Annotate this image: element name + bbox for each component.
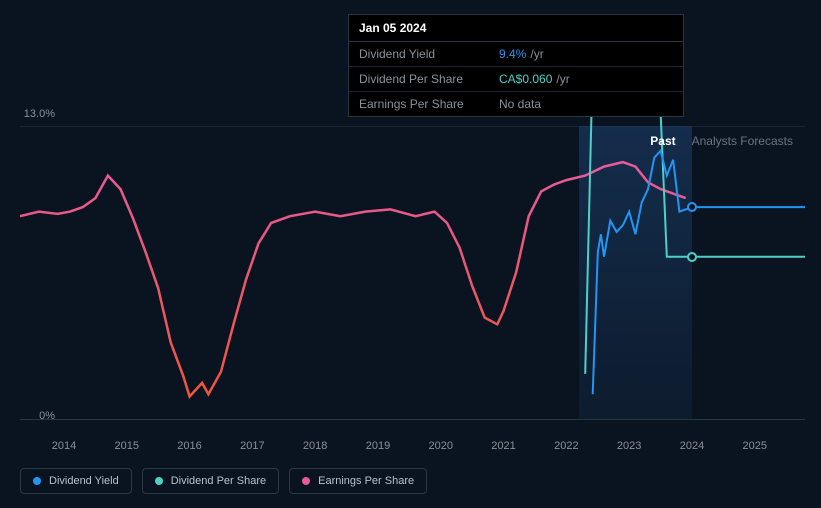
tooltip-row: Earnings Per ShareNo data [349,92,683,116]
tab-forecast[interactable]: Analysts Forecasts [692,134,793,148]
tooltip-value: 9.4%/yr [499,47,544,61]
legend-label: Earnings Per Share [318,475,414,487]
dividend-per-share-line [585,114,805,374]
tooltip-value: CA$0.060/yr [499,72,570,86]
x-axis-year: 2016 [177,440,201,452]
x-axis-year: 2021 [491,440,515,452]
x-axis-year: 2014 [52,440,76,452]
dividend-yield-line [593,151,805,394]
x-axis-year: 2015 [115,440,139,452]
tooltip-title: Jan 05 2024 [349,15,683,42]
baseline [20,419,805,420]
legend-dot [33,477,41,485]
dividend-per-share-marker [687,252,697,262]
tab-past[interactable]: Past [650,134,675,148]
x-axis-year: 2024 [680,440,704,452]
tab-labels: Past Analysts Forecasts [650,134,793,148]
legend: Dividend Yield Dividend Per Share Earnings… [20,468,427,494]
tooltip: Jan 05 2024 Dividend Yield9.4%/yrDividen… [348,14,684,117]
dividend-yield-marker [687,202,697,212]
tooltip-row: Dividend Yield9.4%/yr [349,42,683,67]
x-axis-year: 2020 [429,440,453,452]
legend-dot [155,477,163,485]
tooltip-value: No data [499,97,541,111]
tooltip-row: Dividend Per ShareCA$0.060/yr [349,67,683,92]
tooltip-label: Earnings Per Share [359,97,499,111]
legend-item-dividend_per_share[interactable]: Dividend Per Share [142,468,279,494]
legend-label: Dividend Yield [49,475,119,487]
x-axis-year: 2018 [303,440,327,452]
x-axis-year: 2022 [554,440,578,452]
x-axis-year: 2025 [743,440,767,452]
x-axis-year: 2017 [240,440,264,452]
tooltip-label: Dividend Per Share [359,72,499,86]
legend-dot [302,477,310,485]
x-axis-year: 2023 [617,440,641,452]
legend-item-dividend_yield[interactable]: Dividend Yield [20,468,132,494]
legend-item-earnings_per_share[interactable]: Earnings Per Share [289,468,427,494]
legend-label: Dividend Per Share [171,475,266,487]
tooltip-label: Dividend Yield [359,47,499,61]
x-axis-year: 2019 [366,440,390,452]
chart-svg [20,114,805,419]
